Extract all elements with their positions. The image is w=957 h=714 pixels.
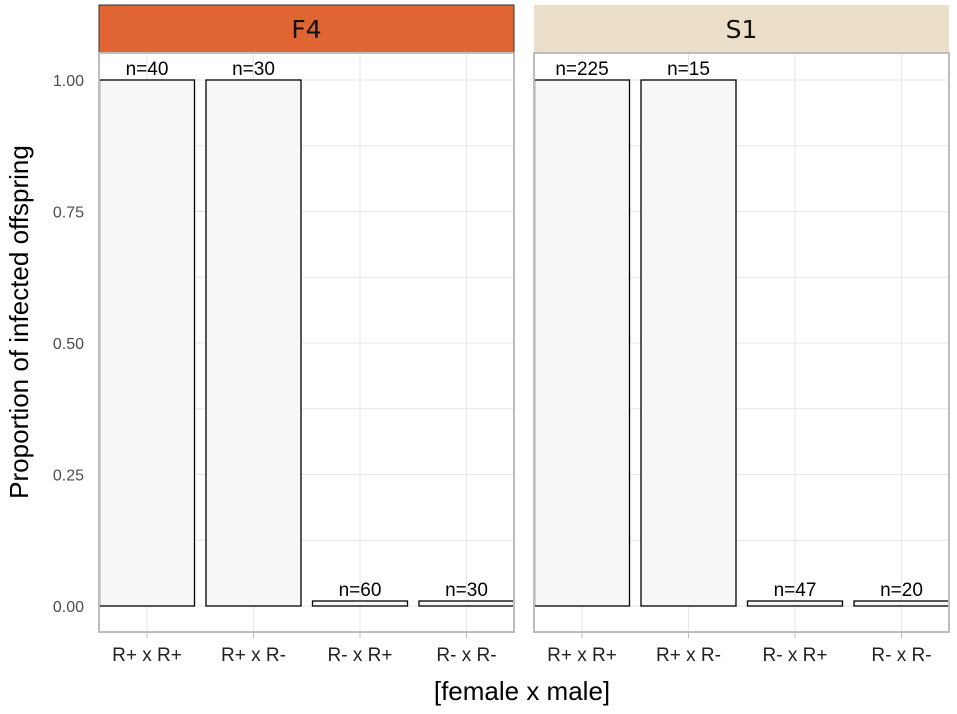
facet-strip [98,4,515,54]
y-tick-label: 0.50 [53,336,84,353]
y-tick-label: 1.00 [53,73,84,90]
bar-data-label: n=60 [339,580,382,601]
bar-data-label: n=30 [232,59,275,80]
bar [640,79,737,607]
facet-strip [534,5,949,53]
facet-strip-label: F4 [291,15,321,44]
bar [311,600,409,607]
facet-panel-s1: S1 n=225 n=15 n=47 n=20 R+ x R+ R+ x R- R- x R+… [533,5,950,666]
bar [533,79,631,607]
bar [205,79,302,607]
bar [853,600,950,607]
bar [418,600,515,607]
bar-data-label: n=40 [126,59,169,80]
y-axis-tick-labels: 0.00 0.25 0.50 0.75 1.00 [53,73,84,616]
x-category-label: R- x R+ [763,645,828,666]
x-category-label: R+ x R+ [112,645,182,666]
x-category-label: R- x R- [871,645,931,666]
y-tick-label: 0.25 [53,468,84,485]
x-category-label: R+ x R+ [547,645,617,666]
facet-panels: F4 n=40 n=30 n=60 n=30 R+ x R+ R+ x R- R- x R+ R… [98,4,950,666]
bar [746,600,844,607]
x-category-label: R- x R- [436,645,496,666]
x-category-label: R+ x R- [656,645,721,666]
y-axis-title: Proportion of infected offspring [4,145,34,499]
y-tick-label: 0.75 [53,205,84,222]
bar-data-label: n=47 [774,580,817,601]
facet-panel-f4: F4 n=40 n=30 n=60 n=30 R+ x R+ R+ x R- R- x R+ R… [98,4,515,666]
bar-data-label: n=15 [667,59,710,80]
y-tick-label: 0.00 [53,599,84,616]
x-axis-title: [female x male] [434,676,610,706]
bar [98,79,196,607]
bar-data-label: n=20 [880,580,923,601]
facet-strip-label: S1 [726,15,758,44]
panel-border [98,52,515,633]
x-category-label: R+ x R- [221,645,286,666]
bar-data-label: n=225 [555,59,608,80]
panel-border [533,52,950,633]
bar-data-label: n=30 [445,580,488,601]
x-category-label: R- x R+ [328,645,393,666]
